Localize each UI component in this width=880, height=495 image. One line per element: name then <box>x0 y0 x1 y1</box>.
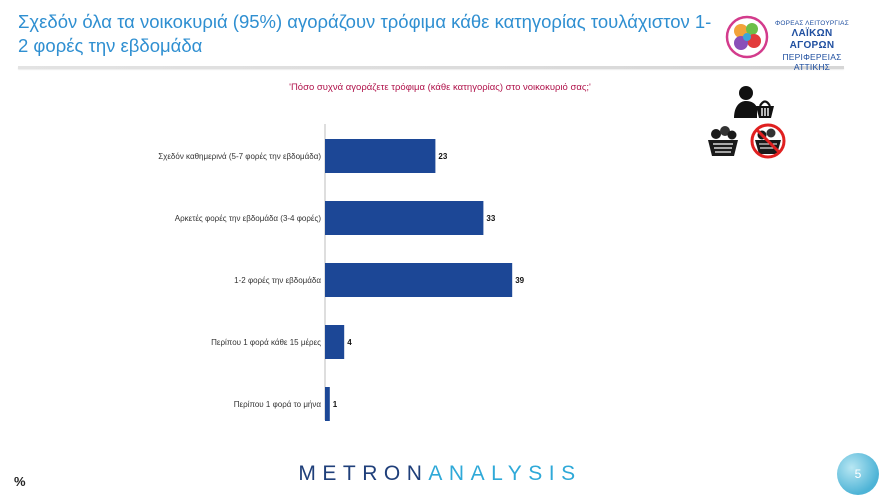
logo-line-2: ΛΑΪΚΩΝ ΑΓΟΡΩΝ <box>789 28 835 51</box>
bar-value-label: 4 <box>347 338 352 347</box>
category-label: Περίπου 1 φορά το μήνα <box>234 400 322 409</box>
bar-value-label: 33 <box>486 214 495 223</box>
slide-title: Σχεδόν όλα τα νοικοκυριά (95%) αγοράζουν… <box>18 11 712 56</box>
category-label: Αρκετές φορές την εβδομάδα (3-4 φορές) <box>175 214 322 223</box>
frequency-bar-chart: Σχεδόν καθημερινά (5-7 φορές την εβδομάδ… <box>158 124 525 421</box>
title-divider <box>18 66 844 69</box>
bar <box>325 201 484 235</box>
logo-line-1: ΦΟΡΕΑΣ ΛΕΙΤΟΥΡΓΙΑΣ <box>775 20 849 27</box>
person-with-basket-icon <box>734 86 774 118</box>
survey-question: 'Πόσο συχνά αγοράζετε τρόφιμα (κάθε κατη… <box>289 82 591 93</box>
logo-line-3: ΠΕΡΙΦΕΡΕΙΑΣ ΑΤΤΙΚΗΣ <box>782 52 842 72</box>
bar <box>325 387 330 421</box>
bar <box>325 263 513 297</box>
bar-value-label: 23 <box>438 152 447 161</box>
brand-part-2: ANALYSIS <box>428 462 582 485</box>
food-basket-icon <box>704 122 742 160</box>
brand-wordmark: METRONANALYSIS <box>0 462 880 486</box>
category-label: Περίπου 1 φορά κάθε 15 μέρες <box>211 338 321 347</box>
bar <box>325 139 436 173</box>
category-label: 1-2 φορές την εβδομάδα <box>234 276 321 285</box>
brand-part-1: METRON <box>298 462 429 485</box>
no-food-basket-icon <box>749 122 787 160</box>
logo-emblem-icon <box>725 15 769 59</box>
unit-label: % <box>14 474 26 489</box>
category-label: Σχεδόν καθημερινά (5-7 φορές την εβδομάδ… <box>158 152 321 161</box>
page-number-badge: 5 <box>837 453 879 495</box>
bar-value-label: 1 <box>333 400 338 409</box>
bar <box>325 325 345 359</box>
organization-logo: ΦΟΡΕΑΣ ΛΕΙΤΟΥΡΓΙΑΣ ΛΑΪΚΩΝ ΑΓΟΡΩΝ ΠΕΡΙΦΕΡ… <box>724 14 849 72</box>
bar-value-label: 39 <box>515 276 524 285</box>
